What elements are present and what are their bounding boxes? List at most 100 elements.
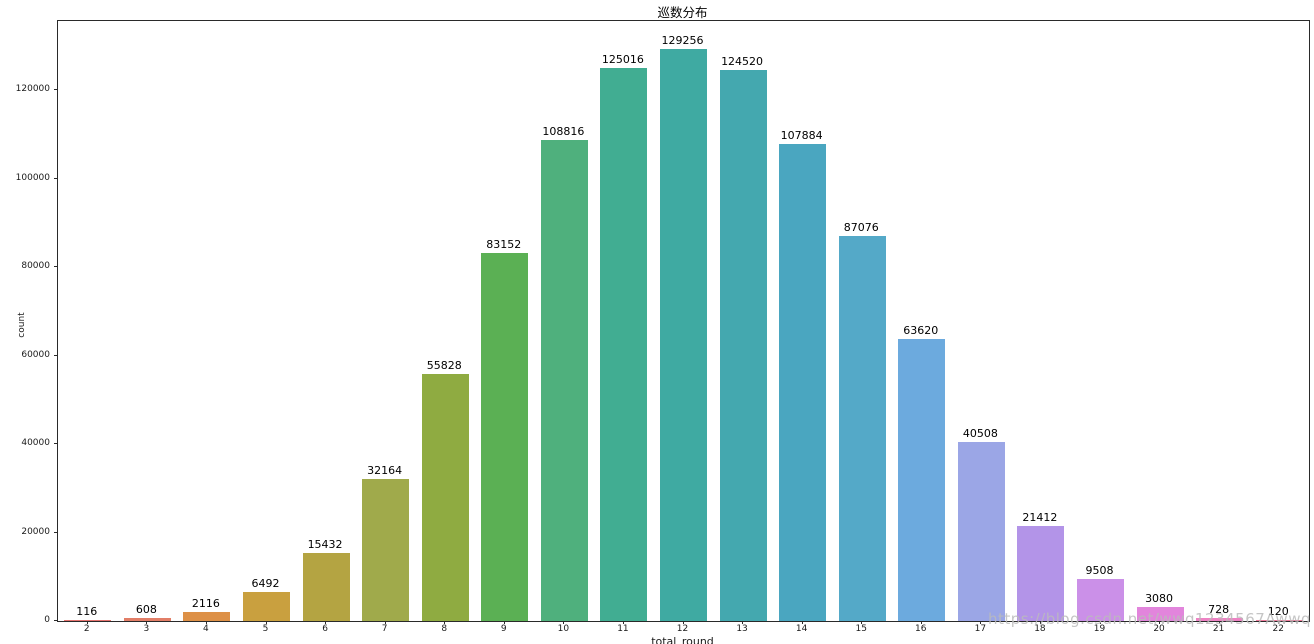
plot-area — [57, 20, 1310, 622]
y-tick-label: 40000 — [21, 438, 50, 448]
y-axis-label: count — [17, 312, 27, 338]
y-tick-mark — [54, 620, 57, 621]
x-tick-mark — [146, 621, 148, 624]
bar — [243, 592, 290, 621]
bar-value-label: 87076 — [843, 221, 879, 234]
y-tick-mark — [54, 177, 57, 179]
bar — [957, 442, 1005, 621]
bar-value-label: 2116 — [191, 597, 220, 610]
y-tick-mark — [54, 531, 57, 533]
x-tick-label: 19 — [1093, 624, 1106, 634]
bar-value-label: 9508 — [1085, 564, 1114, 577]
bar — [362, 479, 410, 621]
x-tick-label: 20 — [1153, 624, 1165, 634]
x-tick-label: 3 — [143, 624, 150, 634]
x-tick-mark — [801, 621, 803, 624]
x-tick-label: 21 — [1212, 624, 1225, 634]
bar — [1196, 618, 1244, 621]
x-tick-mark — [86, 621, 88, 624]
x-tick-mark — [1159, 621, 1161, 624]
x-tick-label: 10 — [557, 624, 570, 634]
bar — [898, 339, 946, 621]
x-tick-mark — [861, 621, 863, 624]
x-tick-label: 12 — [676, 624, 689, 634]
x-tick-mark — [444, 621, 446, 624]
y-tick-label: 20000 — [21, 526, 50, 537]
x-tick-label: 18 — [1034, 624, 1046, 634]
y-tick-label: 60000 — [21, 349, 50, 360]
bar — [123, 618, 171, 621]
bar-value-label: 107884 — [780, 129, 823, 142]
x-tick-mark — [503, 621, 505, 624]
bar — [1136, 607, 1184, 621]
bar-value-label: 116 — [76, 605, 98, 618]
y-tick-label: 120000 — [15, 84, 50, 95]
x-tick-mark — [205, 621, 207, 624]
bar — [64, 620, 112, 621]
bar-value-label: 40508 — [962, 427, 998, 440]
y-tick-mark — [54, 89, 57, 91]
x-tick-mark — [742, 621, 744, 624]
bar-value-label: 63620 — [903, 324, 939, 337]
x-tick-mark — [1218, 621, 1220, 624]
x-tick-label: 15 — [855, 624, 867, 634]
bar — [481, 253, 529, 621]
bar-value-label: 124520 — [721, 55, 764, 68]
bar — [838, 236, 886, 621]
y-tick-label: 100000 — [15, 172, 50, 183]
chart-title: 巡数分布 — [657, 5, 708, 20]
bar-value-label: 15432 — [307, 538, 343, 551]
bar — [421, 374, 469, 621]
x-tick-label: 16 — [915, 624, 927, 634]
bar — [719, 70, 767, 621]
bar-value-label: 55828 — [426, 359, 462, 372]
y-tick-label: 80000 — [21, 261, 50, 272]
bar-value-label: 108816 — [542, 125, 585, 138]
x-tick-mark — [920, 621, 922, 624]
x-tick-label: 4 — [203, 624, 209, 634]
bar-value-label: 728 — [1208, 603, 1230, 616]
bar — [1255, 620, 1303, 621]
bar-value-label: 120 — [1267, 605, 1289, 618]
x-tick-mark — [325, 621, 327, 624]
x-tick-label: 13 — [736, 624, 748, 634]
bar-value-label: 3080 — [1145, 592, 1174, 605]
bar-value-label: 6492 — [251, 577, 280, 590]
x-tick-mark — [622, 621, 624, 624]
x-tick-label: 7 — [381, 624, 388, 634]
bar — [779, 144, 827, 621]
y-tick-mark — [54, 354, 57, 356]
bar — [540, 140, 588, 621]
bar — [1017, 526, 1065, 621]
x-tick-mark — [682, 621, 684, 624]
x-tick-label: 5 — [262, 624, 269, 634]
bar — [183, 612, 231, 621]
bar-value-label: 608 — [135, 603, 157, 616]
y-tick-label: 0 — [44, 615, 50, 625]
bar-value-label: 125016 — [601, 53, 644, 66]
bar-value-label: 83152 — [486, 238, 522, 251]
x-tick-mark — [1039, 621, 1041, 624]
x-tick-label: 2 — [83, 624, 90, 634]
x-tick-label: 8 — [441, 624, 448, 634]
csdn-watermark: https://blog.csdn.net/wwq1234567Awwq — [987, 610, 1311, 628]
bar — [660, 49, 707, 621]
bar-value-label: 32164 — [367, 464, 403, 477]
bar — [600, 68, 648, 621]
x-tick-label: 11 — [617, 624, 629, 634]
x-tick-label: 14 — [795, 624, 808, 634]
y-tick-mark — [54, 266, 57, 268]
x-tick-label: 9 — [500, 624, 507, 634]
x-axis-label-clipped: total_round — [651, 635, 714, 644]
x-tick-mark — [563, 621, 565, 624]
x-tick-label: 6 — [322, 624, 328, 634]
x-tick-mark — [980, 621, 982, 624]
y-tick-mark — [54, 443, 57, 444]
bar-value-label: 129256 — [661, 34, 704, 47]
x-tick-mark — [1099, 621, 1101, 624]
bar — [1077, 579, 1124, 621]
x-tick-label: 22 — [1272, 624, 1284, 634]
x-tick-mark — [265, 621, 267, 624]
bar — [302, 553, 350, 621]
